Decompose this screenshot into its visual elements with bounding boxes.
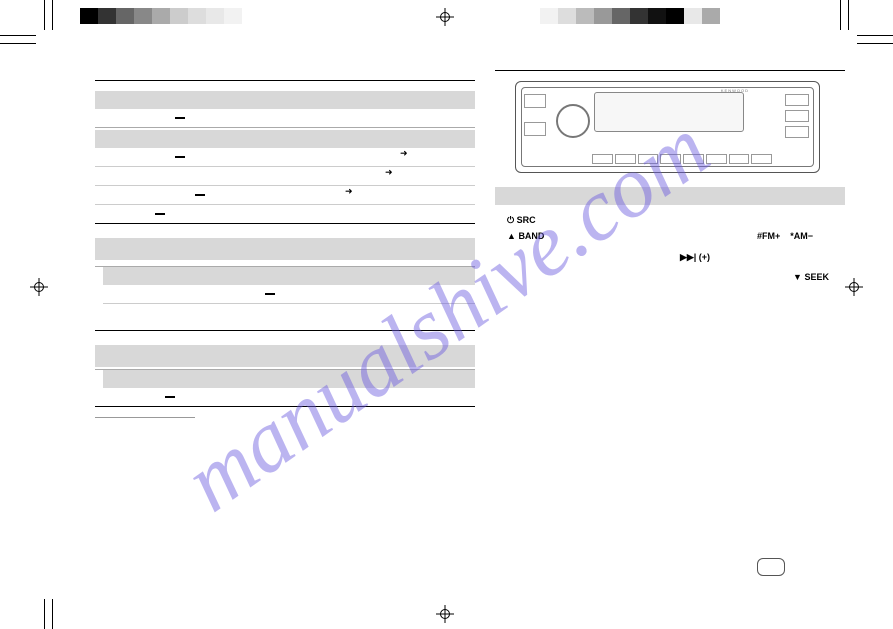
section-heading-bar xyxy=(495,187,845,205)
rule xyxy=(95,127,475,128)
text-row: ➜ xyxy=(95,148,475,166)
page-number-box xyxy=(757,558,785,576)
src-label: SRC xyxy=(517,215,536,225)
text-row xyxy=(95,285,475,303)
text-row xyxy=(95,304,475,330)
section-heading-bar xyxy=(95,91,475,109)
right-column: KENWOOD ⏻ SRC ▲ BAND #FM+ xyxy=(495,70,845,570)
device-brand: KENWOOD xyxy=(721,88,749,93)
power-icon: ⏻ xyxy=(507,215,514,225)
crop-mark xyxy=(857,43,893,44)
up-triangle-icon: ▲ xyxy=(507,231,516,241)
crop-mark xyxy=(0,35,36,36)
section-heading-bar xyxy=(95,238,475,260)
down-triangle-icon: ▼ xyxy=(793,272,802,282)
text-row xyxy=(95,388,475,406)
text-row: ➜ xyxy=(95,186,475,204)
color-bar-right xyxy=(540,8,720,24)
text-row xyxy=(95,109,475,127)
radio-illustration: KENWOOD xyxy=(515,81,820,173)
crop-mark xyxy=(840,0,841,30)
button-labels-block: ⏻ SRC ▲ BAND #FM+ *AM− ▶▶| (+) xyxy=(495,205,845,285)
page-body: ➜ ➜ ➜ xyxy=(65,60,835,590)
section-heading-bar xyxy=(95,130,475,148)
left-column: ➜ ➜ ➜ xyxy=(95,80,475,418)
crop-mark xyxy=(44,0,45,30)
crop-mark xyxy=(52,0,53,30)
crop-mark xyxy=(848,0,849,30)
crop-mark xyxy=(44,599,45,629)
am-minus-label: *AM− xyxy=(790,231,813,241)
crop-mark xyxy=(857,35,893,36)
fm-plus-label: #FM+ xyxy=(757,231,780,241)
registration-mark xyxy=(30,278,48,296)
color-bar-left xyxy=(80,8,260,24)
section-heading-bar xyxy=(95,345,475,367)
registration-mark xyxy=(436,605,454,623)
text-row xyxy=(95,205,475,223)
registration-mark xyxy=(845,278,863,296)
band-label: BAND xyxy=(518,231,544,241)
rule xyxy=(95,417,195,418)
fast-forward-label: ▶▶| (+) xyxy=(680,252,710,262)
sub-heading-bar xyxy=(103,267,475,285)
sub-heading-bar xyxy=(103,370,475,388)
registration-mark xyxy=(436,8,454,26)
crop-mark xyxy=(0,43,36,44)
seek-label: SEEK xyxy=(804,272,829,282)
rule xyxy=(495,70,845,71)
text-row: ➜ xyxy=(95,167,475,185)
crop-mark xyxy=(52,599,53,629)
